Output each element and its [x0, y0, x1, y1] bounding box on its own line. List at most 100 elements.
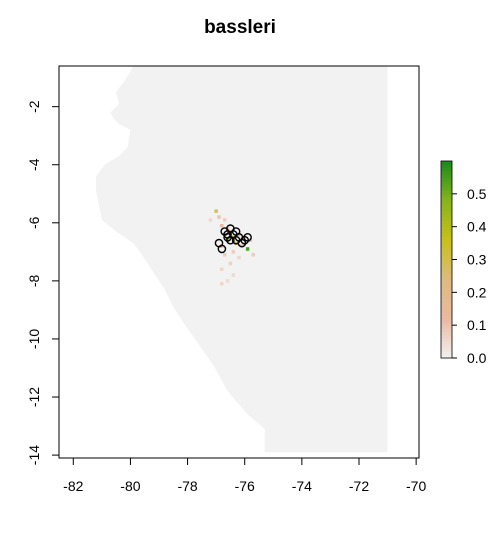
occurrence-points — [214, 224, 252, 254]
legend-color-segment — [441, 252, 452, 257]
legend-color-segment — [441, 351, 452, 356]
legend-tick-label: 0.0 — [467, 350, 487, 366]
x-tick-label: -72 — [349, 478, 369, 494]
x-axis: -82 -80 -78 -76 -74 -72 -70 — [63, 457, 426, 494]
legend-color-segment — [441, 344, 452, 349]
x-tick-label: -80 — [120, 478, 140, 494]
y-tick-label: -14 — [26, 445, 42, 465]
legend-color-segment — [441, 187, 452, 191]
legend-color-segment — [441, 167, 452, 172]
occurrence-point — [243, 232, 252, 242]
study-area-landmass — [96, 66, 388, 453]
suitability-cell — [231, 273, 235, 277]
suitability-cell — [225, 279, 230, 283]
legend-color-segment — [441, 272, 452, 277]
legend-tick-label: 0.5 — [467, 186, 487, 202]
x-tick-label: -74 — [292, 478, 312, 494]
legend-color-segment — [441, 266, 452, 270]
occurrence-point — [231, 227, 241, 236]
legend-color-segment — [441, 170, 452, 175]
suitability-cell — [220, 282, 224, 286]
legend-color-segment — [441, 220, 452, 224]
legend-color-segment — [441, 312, 452, 316]
legend-color-segment — [441, 298, 452, 303]
map-layer — [96, 66, 388, 453]
suitability-cell — [208, 218, 213, 222]
legend-color-segment — [441, 243, 452, 247]
legend-color-segment — [441, 285, 452, 290]
legend-color-segment — [441, 335, 452, 339]
suitability-cell — [228, 261, 233, 266]
legend-color-segment — [441, 321, 452, 326]
legend-color-segment — [441, 331, 452, 336]
legend-color-segment — [441, 262, 452, 267]
suitability-cell — [223, 218, 227, 222]
legend-color-segment — [441, 239, 452, 244]
legend-tick-label: 0.3 — [467, 252, 487, 268]
chart-title: bassleri — [204, 17, 276, 38]
suitability-cell — [251, 253, 255, 257]
legend-color-segment — [441, 279, 452, 283]
legend-color-segment — [441, 174, 452, 178]
suitability-cell — [237, 255, 241, 260]
legend-color-segment — [441, 341, 452, 346]
y-tick-label: -2 — [26, 100, 42, 113]
suitability-cell — [217, 215, 221, 219]
legend-tick-label: 0.2 — [467, 284, 487, 300]
x-tick-label: -70 — [406, 478, 426, 494]
legend-color-segment — [441, 193, 452, 198]
legend-color-segment — [441, 318, 452, 323]
y-tick-label: -12 — [26, 387, 42, 407]
legend-color-segment — [441, 269, 452, 274]
legend-color-segment — [441, 161, 452, 165]
legend-color-segment — [441, 308, 452, 313]
legend-color-segment — [441, 183, 452, 188]
occurrence-point — [217, 244, 227, 254]
legend-color-segment — [441, 295, 452, 300]
suitability-cell — [214, 209, 218, 213]
legend-color-segment — [441, 338, 452, 342]
legend-color-segment — [441, 177, 452, 182]
occurrence-point — [223, 230, 232, 239]
suitability-cell — [220, 267, 224, 271]
legend-color-segment — [441, 223, 452, 228]
legend-color-segment — [441, 180, 452, 185]
legend-color-segment — [441, 305, 452, 310]
legend-color-segment — [441, 259, 452, 264]
suitability-cell — [220, 224, 224, 228]
legend-color-segment — [441, 246, 452, 251]
y-tick-label: -10 — [26, 329, 42, 349]
suitability-cell — [231, 250, 235, 254]
legend-color-segment — [441, 325, 452, 329]
legend-color-segment — [441, 190, 452, 195]
legend-tick-label: 0.4 — [467, 219, 487, 235]
legend-color-segment — [441, 249, 452, 254]
y-tick-label: -6 — [26, 216, 42, 229]
x-tick-label: -78 — [177, 478, 197, 494]
legend-color-segment — [441, 226, 452, 231]
legend-color-segment — [441, 256, 452, 260]
color-legend: 0.0 0.1 0.2 0.3 0.4 0.5 — [440, 160, 487, 366]
legend-color-segment — [441, 275, 452, 280]
legend-color-segment — [441, 200, 452, 205]
suitability-cell — [245, 247, 250, 251]
y-tick-label: -8 — [26, 274, 42, 287]
y-tick-label: -4 — [26, 158, 42, 171]
legend-color-segment — [441, 206, 452, 211]
legend-color-segment — [441, 164, 452, 168]
suitability-cell — [223, 253, 227, 257]
legend-color-segment — [441, 348, 452, 352]
legend-color-segment — [441, 292, 452, 297]
legend-color-segment — [441, 354, 452, 359]
x-tick-label: -76 — [235, 478, 255, 494]
x-tick-label: -82 — [63, 478, 83, 494]
y-axis: -2 -4 -6 -8 -10 -12 -14 — [26, 100, 60, 465]
legend-color-segment — [441, 236, 452, 241]
legend-tick-label: 0.1 — [467, 317, 487, 333]
legend-color-segment — [441, 289, 452, 293]
legend-color-segment — [441, 213, 452, 218]
legend-color-segment — [441, 203, 452, 208]
legend-color-segment — [441, 197, 452, 201]
legend-color-segment — [441, 302, 452, 306]
